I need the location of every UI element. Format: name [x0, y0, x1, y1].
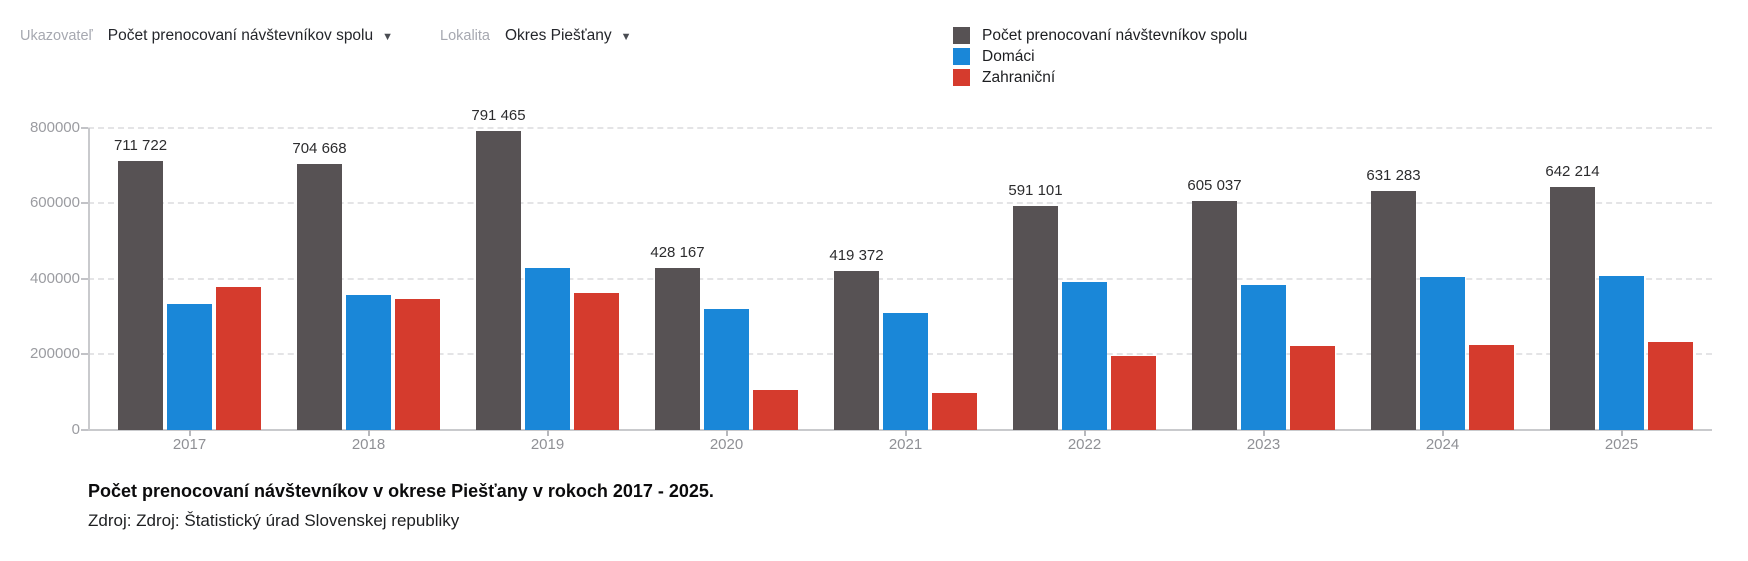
- bar-foreign-2025[interactable]: [1648, 341, 1693, 430]
- legend-label-total: Počet prenocovaní návštevníkov spolu: [982, 26, 1248, 44]
- x-axis-label-2020: 2020: [709, 436, 744, 453]
- x-axis-label-2021: 2021: [888, 436, 923, 453]
- legend: Počet prenocovaní návštevníkov spolu Domá…: [953, 27, 1247, 90]
- bar-domestic-2023[interactable]: [1241, 285, 1286, 430]
- y-axis-tick: [81, 277, 88, 280]
- bar-total-2018[interactable]: [297, 163, 342, 430]
- bar-value-label-2019: 791 465: [471, 106, 526, 124]
- y-axis-label: 400000: [29, 269, 80, 287]
- x-axis-label-2017: 2017: [172, 436, 207, 453]
- bar-domestic-2022[interactable]: [1062, 281, 1107, 430]
- legend-item-total: Počet prenocovaní návštevníkov spolu: [953, 27, 1247, 44]
- bar-domestic-2020[interactable]: [704, 308, 749, 430]
- bar-value-label-2023: 605 037: [1187, 177, 1242, 195]
- x-axis-tick: [546, 430, 549, 436]
- bar-domestic-2021[interactable]: [883, 312, 928, 430]
- x-axis-tick: [725, 430, 728, 436]
- x-axis-label-2022: 2022: [1067, 436, 1102, 453]
- y-axis-tick: [81, 429, 88, 431]
- x-axis-tick: [904, 430, 907, 436]
- x-axis-tick: [1262, 430, 1265, 436]
- bar-total-2023[interactable]: [1192, 201, 1237, 430]
- bar-foreign-2018[interactable]: [395, 299, 440, 430]
- x-axis-tick: [1083, 430, 1086, 436]
- y-axis-line: [88, 127, 90, 430]
- gridline-600000: [88, 202, 1712, 205]
- bar-foreign-2021[interactable]: [932, 393, 977, 430]
- bar-value-label-2018: 704 668: [292, 139, 347, 157]
- x-axis-tick: [367, 430, 370, 436]
- bar-value-label-2017: 711 722: [113, 136, 168, 154]
- bar-value-label-2025: 642 214: [1545, 163, 1600, 181]
- y-axis-label: 600000: [29, 194, 80, 212]
- y-axis-label: 800000: [29, 118, 80, 136]
- legend-swatch-domestic: [953, 48, 970, 65]
- x-axis-tick: [1620, 430, 1623, 436]
- bar-domestic-2019[interactable]: [525, 268, 570, 430]
- locality-control: Lokalita Okres Piešťany ▼: [440, 27, 631, 45]
- y-axis-label: 200000: [29, 345, 80, 363]
- caption-title: Počet prenocovaní návštevníkov v okrese …: [88, 481, 714, 501]
- bar-foreign-2023[interactable]: [1290, 346, 1335, 430]
- y-axis-tick: [81, 126, 88, 129]
- caption-source: Zdroj: Zdroj: Štatistický úrad Slovenske…: [88, 511, 460, 530]
- bar-domestic-2017[interactable]: [167, 303, 212, 430]
- indicator-control: Ukazovateľ Počet prenocovaní návštevníko…: [20, 27, 393, 45]
- legend-item-domestic: Domáci: [953, 48, 1247, 65]
- legend-item-foreign: Zahraniční: [953, 69, 1247, 86]
- bar-total-2022[interactable]: [1013, 206, 1058, 430]
- bar-foreign-2022[interactable]: [1111, 355, 1156, 430]
- x-axis-label-2018: 2018: [351, 436, 386, 453]
- legend-swatch-total: [953, 27, 970, 44]
- x-axis-tick: [1441, 430, 1444, 436]
- indicator-label: Ukazovateľ: [20, 28, 93, 44]
- legend-swatch-foreign: [953, 69, 970, 86]
- bar-value-label-2024: 631 283: [1366, 167, 1421, 185]
- bar-foreign-2017[interactable]: [216, 287, 261, 430]
- bar-total-2024[interactable]: [1371, 191, 1416, 430]
- chevron-down-icon: ▼: [382, 30, 394, 43]
- x-axis-label-2024: 2024: [1425, 436, 1460, 453]
- x-axis-label-2025: 2025: [1604, 436, 1639, 453]
- bar-foreign-2024[interactable]: [1469, 344, 1514, 430]
- x-axis-label-2019: 2019: [530, 436, 565, 453]
- bar-foreign-2020[interactable]: [753, 389, 798, 430]
- legend-label-foreign: Zahraniční: [982, 68, 1056, 86]
- bar-domestic-2024[interactable]: [1420, 276, 1465, 430]
- gridline-400000: [88, 277, 1712, 280]
- gridline-800000: [88, 126, 1712, 129]
- legend-label-domestic: Domáci: [982, 47, 1035, 65]
- y-axis-label: 0: [71, 421, 80, 438]
- bar-total-2019[interactable]: [476, 130, 521, 430]
- x-axis-label-2023: 2023: [1246, 436, 1281, 453]
- locality-dropdown[interactable]: Okres Piešťany ▼: [505, 27, 632, 45]
- indicator-dropdown-value: Počet prenocovaní návštevníkov spolu: [107, 27, 374, 44]
- x-axis-tick: [188, 430, 191, 436]
- y-axis-tick: [81, 353, 88, 356]
- bar-total-2021[interactable]: [834, 271, 879, 430]
- bar-total-2025[interactable]: [1550, 187, 1595, 430]
- bar-value-label-2021: 419 372: [829, 247, 884, 265]
- bar-value-label-2020: 428 167: [650, 244, 705, 262]
- chevron-down-icon: ▼: [620, 30, 632, 43]
- indicator-dropdown[interactable]: Počet prenocovaní návštevníkov spolu ▼: [108, 27, 393, 45]
- bar-total-2020[interactable]: [655, 268, 700, 430]
- locality-label: Lokalita: [440, 28, 490, 44]
- bar-domestic-2018[interactable]: [346, 294, 391, 430]
- locality-dropdown-value: Okres Piešťany: [504, 27, 612, 44]
- bar-foreign-2019[interactable]: [574, 292, 619, 430]
- y-axis-tick: [81, 202, 88, 205]
- bar-total-2017[interactable]: [118, 160, 163, 430]
- bar-value-label-2022: 591 101: [1008, 182, 1063, 200]
- x-axis-line: [88, 429, 1712, 431]
- bar-domestic-2025[interactable]: [1599, 275, 1644, 430]
